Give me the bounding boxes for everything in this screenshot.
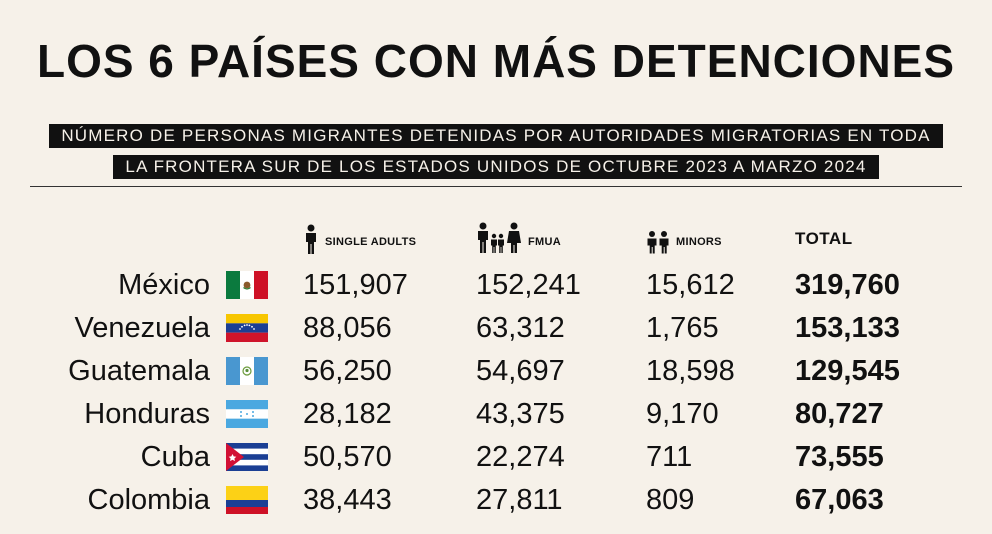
total-value: 80,727 (795, 398, 884, 430)
table-row: Colombia 38,443 27,811 809 67,063 (0, 480, 992, 520)
header-fmua: FMUA (476, 214, 561, 254)
header-label: MINORS (676, 236, 722, 248)
header-minors: MINORS (646, 214, 722, 254)
divider-rule (30, 186, 962, 187)
chart-title: LOS 6 PAÍSES CON MÁS DETENCIONES (36, 35, 956, 87)
single-adults-value: 56,250 (303, 355, 392, 387)
total-value: 73,555 (795, 441, 884, 473)
country-name: Cuba (140, 441, 210, 473)
country-name: Venezuela (74, 312, 210, 344)
minors-value: 1,765 (646, 312, 719, 344)
single-adults-value: 28,182 (303, 398, 392, 430)
header-single-adults: SINGLE ADULTS (303, 214, 416, 254)
table-row: Honduras 28,182 43,375 9,170 80,727 (0, 394, 992, 434)
minors-value: 18,598 (646, 355, 735, 387)
country-name: Honduras (84, 398, 210, 430)
minors-icon (647, 231, 669, 254)
minors-value: 9,170 (646, 398, 719, 430)
header-total: TOTAL (795, 229, 853, 248)
single-adults-value: 50,570 (303, 441, 392, 473)
total-value: 153,133 (795, 312, 900, 344)
mexico-flag-icon (226, 271, 268, 299)
table-row: Guatemala 56,250 54,697 18,598 129,545 (0, 351, 992, 391)
fmua-value: 27,811 (476, 484, 563, 516)
total-value: 129,545 (795, 355, 900, 387)
table-row: Venezuela 88,056 63,312 1,765 153,133 (0, 308, 992, 348)
cuba-flag-icon (226, 443, 268, 471)
single-adults-value: 38,443 (303, 484, 392, 516)
fmua-value: 63,312 (476, 312, 565, 344)
single-adults-value: 151,907 (303, 269, 408, 301)
single-adult-icon (306, 224, 316, 254)
family-icon (478, 222, 521, 253)
single-adults-value: 88,056 (303, 312, 392, 344)
country-name: Guatemala (68, 355, 210, 387)
venezuela-flag-icon (226, 314, 268, 342)
header-label: FMUA (528, 236, 561, 248)
minors-value: 15,612 (646, 269, 735, 301)
fmua-value: 54,697 (476, 355, 565, 387)
colombia-flag-icon (226, 486, 268, 514)
country-name: Colombia (87, 484, 211, 516)
minors-value: 809 (646, 484, 695, 516)
table-row: Cuba 50,570 22,274 711 73,555 (0, 437, 992, 477)
total-value: 319,760 (795, 269, 900, 301)
table-row: México 151,907 152,241 15,612 319,760 (0, 265, 992, 305)
total-value: 67,063 (795, 484, 884, 516)
fmua-value: 43,375 (476, 398, 565, 430)
country-name: México (118, 269, 210, 301)
honduras-flag-icon (226, 400, 268, 428)
minors-value: 711 (646, 441, 693, 473)
subtitle-line-2: LA FRONTERA SUR DE LOS ESTADOS UNIDOS DE… (0, 155, 992, 179)
fmua-value: 22,274 (476, 441, 565, 473)
header-label: SINGLE ADULTS (325, 236, 417, 248)
fmua-value: 152,241 (476, 269, 581, 301)
guatemala-flag-icon (226, 357, 268, 385)
subtitle-line-1: NÚMERO DE PERSONAS MIGRANTES DETENIDAS P… (0, 124, 992, 148)
